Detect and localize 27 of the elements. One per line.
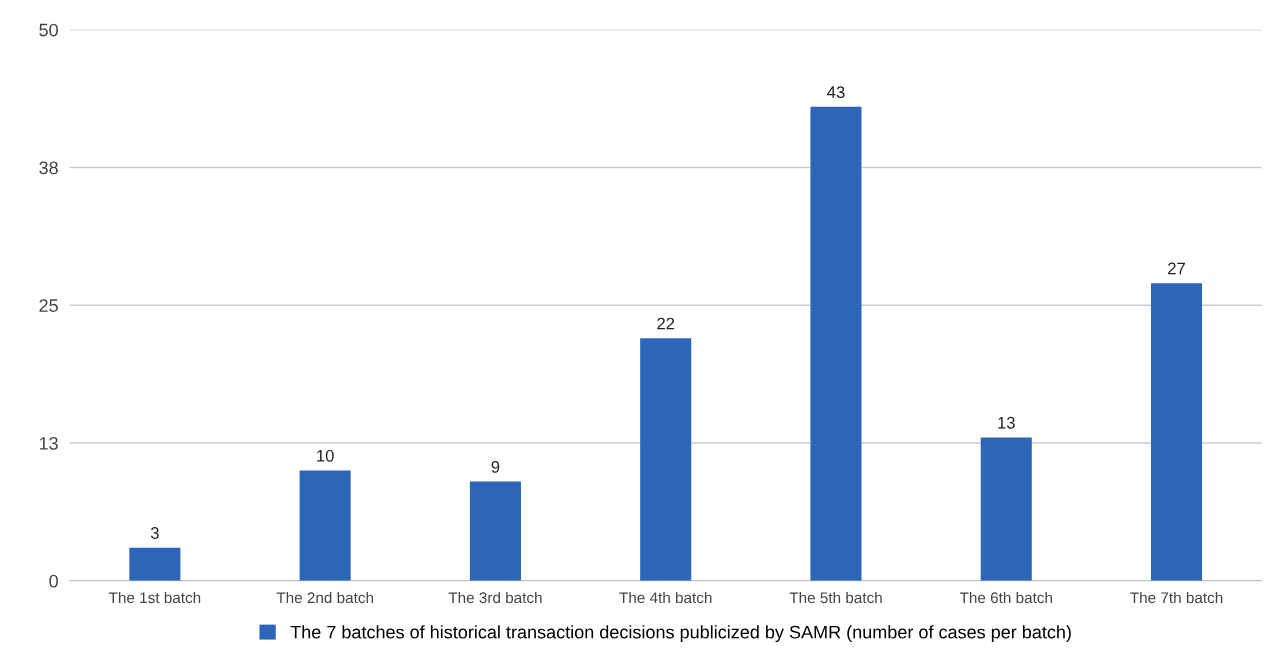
bar <box>299 470 351 581</box>
legend-label: The 7 batches of historical transaction decisions publicized by SAMR (number of cases per batch) <box>290 625 1071 643</box>
data-label: 43 <box>827 86 845 98</box>
bar <box>129 547 181 581</box>
bar <box>810 106 862 581</box>
data-label: 10 <box>317 449 334 462</box>
data-label: 13 <box>998 416 1015 429</box>
x-tick-label: The 1st batch <box>108 591 201 604</box>
x-tick-label: The 4th batch <box>619 591 712 604</box>
x-tick-label: The 2nd batch <box>276 591 373 604</box>
bar <box>1150 283 1203 581</box>
bar <box>469 481 521 581</box>
data-label: 27 <box>1168 262 1185 275</box>
x-tick-label: The 6th batch <box>959 591 1052 604</box>
data-label: 9 <box>491 460 500 473</box>
y-tick-label: 0 <box>49 574 58 588</box>
data-label: 3 <box>150 527 159 539</box>
bar <box>980 437 1032 581</box>
y-tick-label: 50 <box>39 23 58 37</box>
y-tick-label: 25 <box>39 299 58 312</box>
data-label: 22 <box>657 317 675 330</box>
x-tick-label: The 5th batch <box>789 591 882 604</box>
bar <box>640 338 692 581</box>
x-tick-label: The 7th batch <box>1130 591 1223 604</box>
y-tick-label: 13 <box>39 436 58 450</box>
y-tick-label: 38 <box>39 161 58 175</box>
x-tick-label: The 3rd batch <box>448 591 542 604</box>
